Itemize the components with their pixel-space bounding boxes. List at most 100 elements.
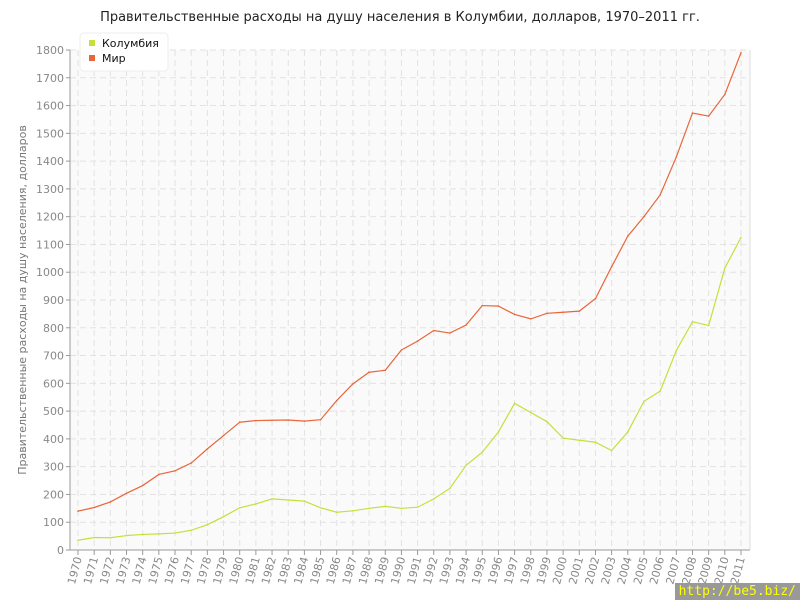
legend-label: Мир bbox=[102, 52, 126, 65]
legend-box bbox=[79, 32, 169, 72]
data-point bbox=[352, 510, 354, 512]
data-point bbox=[707, 324, 710, 327]
y-tick-label: 0 bbox=[57, 544, 64, 557]
y-tick-label: 400 bbox=[43, 433, 64, 446]
data-point bbox=[465, 464, 467, 467]
data-point bbox=[724, 93, 726, 96]
data-point bbox=[255, 503, 257, 505]
data-point bbox=[562, 437, 564, 439]
y-tick-label: 500 bbox=[43, 405, 64, 418]
data-point bbox=[513, 402, 516, 405]
data-point bbox=[93, 506, 95, 509]
y-tick-label: 700 bbox=[43, 350, 64, 363]
data-point bbox=[319, 506, 322, 509]
data-point bbox=[740, 51, 742, 54]
data-point bbox=[238, 506, 241, 509]
data-point bbox=[335, 511, 338, 514]
y-tick-label: 1100 bbox=[36, 238, 64, 251]
data-point bbox=[497, 305, 500, 307]
y-tick-label: 1600 bbox=[36, 100, 64, 113]
y-tick-label: 1800 bbox=[36, 44, 64, 57]
y-tick-label: 100 bbox=[43, 516, 64, 529]
data-point bbox=[125, 534, 128, 537]
data-point bbox=[627, 235, 629, 237]
data-point bbox=[594, 297, 597, 300]
data-point bbox=[481, 451, 484, 454]
data-point bbox=[174, 532, 176, 534]
data-point bbox=[222, 434, 225, 437]
series-line-1 bbox=[77, 52, 742, 512]
data-point bbox=[287, 419, 290, 421]
data-point bbox=[255, 419, 257, 422]
y-tick-label: 1400 bbox=[36, 155, 64, 168]
data-point bbox=[158, 473, 160, 476]
data-point bbox=[740, 236, 742, 239]
data-point bbox=[109, 536, 112, 539]
data-point bbox=[594, 441, 597, 444]
data-point bbox=[368, 371, 370, 374]
data-point bbox=[271, 498, 273, 500]
data-point bbox=[206, 523, 209, 526]
data-point bbox=[691, 320, 694, 323]
data-point bbox=[691, 112, 694, 114]
data-point bbox=[546, 312, 548, 315]
y-tick-label: 1200 bbox=[36, 211, 64, 224]
data-point bbox=[400, 349, 403, 351]
data-point bbox=[529, 318, 532, 320]
data-point bbox=[222, 515, 225, 518]
data-point bbox=[335, 399, 338, 402]
data-point bbox=[416, 340, 419, 342]
data-point bbox=[416, 506, 419, 509]
data-point bbox=[449, 332, 451, 334]
data-point bbox=[206, 448, 209, 450]
data-point bbox=[546, 420, 548, 423]
data-point bbox=[432, 498, 435, 500]
data-point bbox=[497, 431, 500, 433]
watermark[interactable]: http://be5.biz/ bbox=[674, 583, 800, 600]
data-point bbox=[513, 313, 516, 316]
data-point bbox=[238, 421, 241, 424]
y-tick-label: 800 bbox=[43, 322, 64, 335]
data-point bbox=[77, 510, 79, 512]
y-tick-label: 900 bbox=[43, 294, 64, 307]
data-point bbox=[432, 329, 435, 332]
data-point bbox=[287, 499, 290, 501]
data-point bbox=[384, 505, 387, 508]
y-tick-label: 200 bbox=[43, 488, 64, 501]
data-point bbox=[465, 324, 467, 326]
data-point bbox=[109, 501, 112, 503]
data-point bbox=[675, 349, 678, 352]
data-point bbox=[400, 507, 403, 510]
data-point bbox=[319, 418, 322, 421]
data-point bbox=[190, 462, 192, 464]
data-point bbox=[384, 369, 387, 372]
data-point bbox=[368, 507, 370, 510]
y-tick-label: 1500 bbox=[36, 127, 64, 140]
data-point bbox=[610, 265, 613, 268]
data-point bbox=[643, 400, 645, 403]
data-point bbox=[578, 310, 581, 312]
data-point bbox=[303, 420, 306, 422]
data-point bbox=[449, 487, 451, 490]
chart-title: Правительственные расходы на душу населе… bbox=[100, 10, 700, 25]
data-point bbox=[190, 529, 192, 532]
y-tick-label: 600 bbox=[43, 377, 64, 390]
y-tick-label: 1300 bbox=[36, 183, 64, 196]
legend: Колумбия Мир bbox=[79, 32, 169, 72]
y-tick-label: 1700 bbox=[36, 72, 64, 85]
data-point bbox=[158, 533, 160, 535]
legend-swatch bbox=[89, 40, 95, 46]
data-point bbox=[643, 215, 645, 218]
data-point bbox=[707, 115, 710, 117]
data-point bbox=[125, 492, 128, 495]
data-point bbox=[174, 470, 176, 472]
data-point bbox=[659, 390, 661, 392]
data-point bbox=[610, 449, 613, 452]
data-point bbox=[77, 539, 79, 542]
data-point bbox=[659, 194, 661, 196]
y-axis-label: Правительственные расходы на душу населе… bbox=[16, 125, 29, 475]
data-point bbox=[675, 156, 678, 158]
data-point bbox=[578, 439, 581, 442]
data-point bbox=[529, 411, 532, 414]
